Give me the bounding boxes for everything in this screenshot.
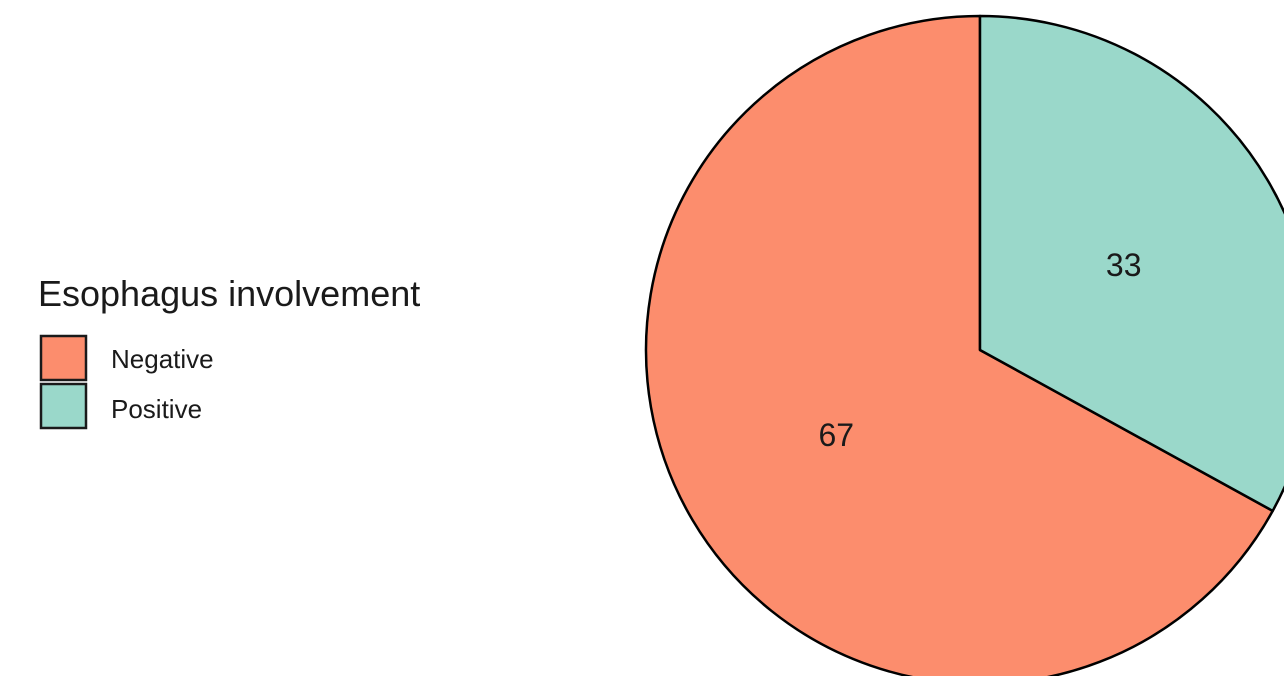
legend-swatch-positive [39, 382, 88, 430]
legend-item-positive: Positive [39, 382, 202, 430]
legend-title: Esophagus involvement [38, 273, 420, 314]
legend: Esophagus involvement Negative Positive [38, 273, 420, 430]
slice-label-negative: 67 [819, 417, 855, 453]
legend-item-negative: Negative [39, 334, 214, 382]
pie-slice-positive [978, 14, 1284, 513]
slice-label-positive: 33 [1106, 247, 1142, 283]
legend-label-positive: Positive [111, 394, 202, 424]
legend-swatch-negative [39, 334, 88, 382]
pie: 67 33 [644, 14, 1284, 676]
pie-slice-negative [644, 14, 1274, 676]
legend-label-negative: Negative [111, 344, 214, 374]
